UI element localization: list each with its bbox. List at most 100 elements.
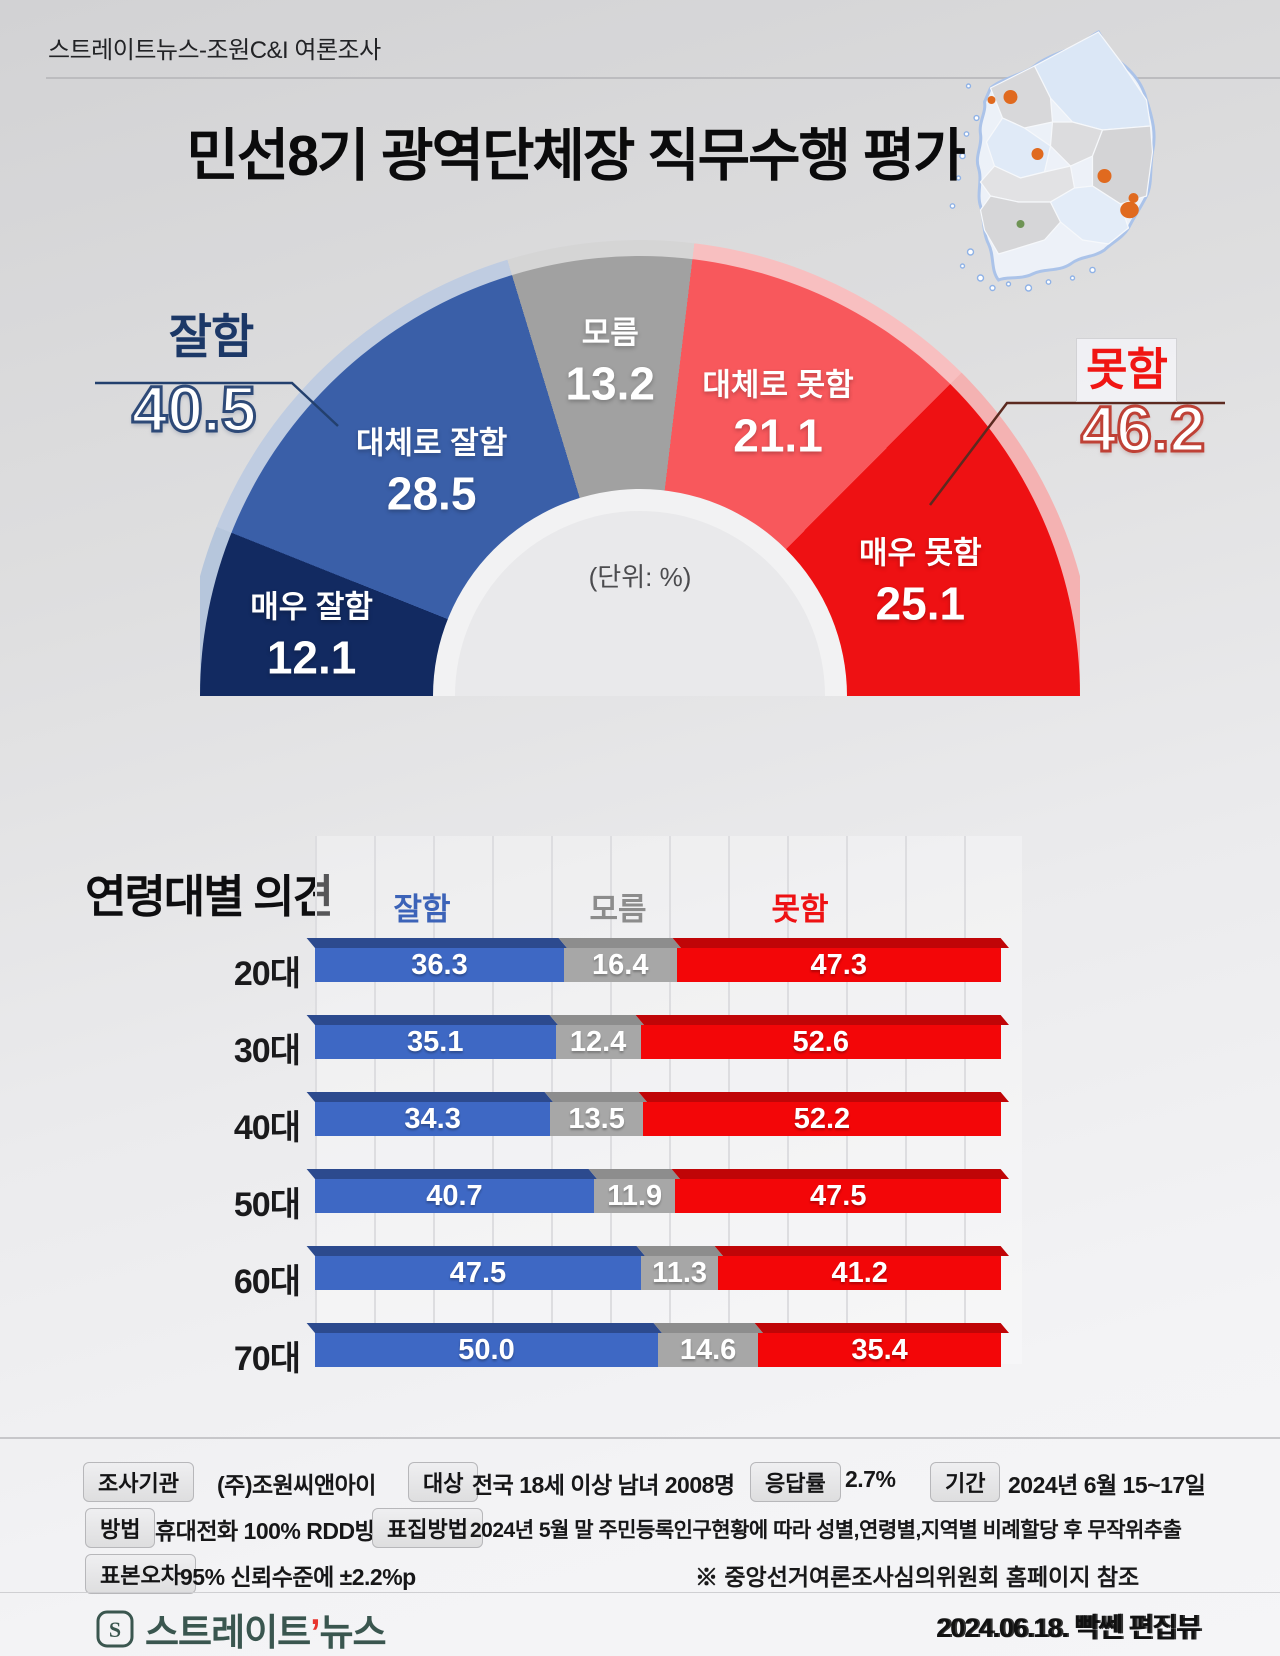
- gauge-segment-label: 대체로 잘함 28.5: [356, 418, 507, 521]
- age-category-label: 50대: [233, 1186, 301, 1224]
- footer-divider: [0, 1437, 1280, 1439]
- bar-top-bevel: [306, 1015, 1009, 1025]
- field-value-period: 2024년 6월 15~17일: [1008, 1472, 1206, 1498]
- bar-segment-못함: 52.2: [642, 1102, 1001, 1136]
- age-row-30대: 30대 35.1 12.4 52.6: [120, 1015, 1020, 1070]
- bar-bevel-segment: [306, 1092, 554, 1102]
- bar-bevel-segment: [544, 1092, 647, 1102]
- bar-bevel-segment: [549, 1015, 645, 1025]
- bar-segment-못함: 47.5: [675, 1179, 1001, 1213]
- bar-top-bevel: [306, 1092, 1009, 1102]
- field-label-error: 표본오차: [85, 1554, 196, 1594]
- segment-name: 대체로 못함: [702, 367, 854, 403]
- age-row-70대: 70대 50.0 14.6 35.4: [120, 1323, 1020, 1378]
- stacked-bar: 47.5 11.3 41.2: [306, 1246, 1009, 1290]
- gauge-segment-label: 모름 13.2: [565, 307, 655, 410]
- age-chart-title: 연령대별 의견: [85, 871, 334, 922]
- gauge-segment-label: 매우 못함 25.1: [859, 528, 982, 631]
- bottom-divider: [0, 1592, 1280, 1593]
- bar-top-bevel: [306, 1246, 1009, 1256]
- field-value-target: 전국 18세 이상 남녀 2008명: [472, 1472, 735, 1498]
- gauge-segment-label: 대체로 못함 21.1: [702, 359, 853, 462]
- field-label-agency: 조사기관: [83, 1462, 194, 1502]
- straightnews-logo: S 스트레이트’뉴스: [95, 1602, 387, 1656]
- bar-segment-못함: 47.3: [676, 948, 1001, 982]
- bar-bevel-segment: [714, 1246, 1009, 1256]
- stacked-bar: 36.3 16.4 47.3: [306, 938, 1009, 982]
- logo-text: 스트레이트’뉴스: [145, 1602, 387, 1656]
- field-value-sampling: 2024년 5월 말 주민등록인구현황에 따라 성별,연령별,지역별 비례할당 …: [470, 1519, 1182, 1542]
- bar-segment-못함: 35.4: [758, 1333, 1001, 1367]
- bar-segment-잘함: 47.5: [315, 1256, 641, 1290]
- segment-value: 25.1: [875, 577, 966, 630]
- bar-bevel-segment: [306, 1169, 598, 1179]
- age-row-20대: 20대 36.3 16.4 47.3: [120, 938, 1020, 993]
- field-label-method: 방법: [85, 1508, 156, 1548]
- bar-segment-못함: 52.6: [640, 1025, 1001, 1059]
- field-label-sampling: 표집방법: [372, 1508, 483, 1548]
- bar-bevel-segment: [558, 938, 681, 948]
- age-row-40대: 40대 34.3 13.5 52.2: [120, 1092, 1020, 1147]
- footer-note: ※ 중앙선거여론조사심의위원회 홈페이지 참조: [695, 1564, 1140, 1590]
- bar-segment-모름: 16.4: [564, 948, 677, 982]
- series-header-good: 잘함: [393, 892, 451, 927]
- bar-segment-잘함: 36.3: [315, 948, 565, 982]
- age-row-50대: 50대 40.7 11.9 47.5: [120, 1169, 1020, 1224]
- field-label-period: 기간: [930, 1462, 1001, 1502]
- age-category-label: 30대: [233, 1032, 301, 1070]
- field-value-agency: (주)조원씨앤아이: [217, 1472, 376, 1498]
- bar-segment-모름: 11.3: [640, 1256, 719, 1290]
- bar-segment-잘함: 50.0: [315, 1333, 658, 1367]
- logo-text-main: 스트레이트: [145, 1612, 311, 1653]
- bar-bevel-segment: [306, 1246, 645, 1256]
- field-value-method: 휴대전화 100% RDD방식: [155, 1518, 396, 1544]
- field-label-target: 대상: [408, 1462, 479, 1502]
- segment-value: 13.2: [565, 357, 655, 409]
- bar-bevel-segment: [638, 1092, 1009, 1102]
- bar-segment-모름: 13.5: [550, 1102, 643, 1136]
- age-category-label: 20대: [233, 955, 301, 993]
- age-row-60대: 60대 47.5 11.3 41.2: [120, 1246, 1020, 1301]
- stacked-bar: 35.1 12.4 52.6: [306, 1015, 1009, 1059]
- bar-segment-잘함: 35.1: [315, 1025, 556, 1059]
- segment-value: 12.1: [266, 631, 357, 684]
- svg-text:S: S: [109, 1617, 121, 1642]
- map-provinces: [979, 31, 1154, 255]
- field-value-error: 95% 신뢰수준에 ±2.2%p: [180, 1564, 416, 1590]
- bar-bevel-segment: [306, 938, 567, 948]
- bar-bevel-segment: [672, 938, 1009, 948]
- map-city-green: [1016, 220, 1025, 228]
- credit-text: 2024.06.18. 빡쎈 편집뷰: [936, 1613, 1201, 1643]
- segment-name: 대체로 잘함: [356, 425, 508, 461]
- stacked-bar: 50.0 14.6 35.4: [306, 1323, 1009, 1367]
- bar-top-bevel: [306, 1323, 1009, 1333]
- age-category-label: 60대: [233, 1263, 301, 1301]
- series-header-bad: 못함: [771, 892, 829, 927]
- source-label: 스트레이트뉴스-조원C&I 여론조사: [48, 37, 381, 64]
- bar-top-bevel: [306, 1169, 1010, 1179]
- bar-bevel-segment: [754, 1323, 1009, 1333]
- logo-apostrophe: ’: [310, 1612, 320, 1653]
- series-header-neutral: 모름: [589, 892, 647, 927]
- field-label-response: 응답률: [750, 1462, 841, 1502]
- bar-segment-모름: 12.4: [555, 1025, 641, 1059]
- segment-value: 21.1: [733, 409, 823, 462]
- bar-segment-잘함: 40.7: [315, 1179, 594, 1213]
- bar-segment-모름: 14.6: [658, 1333, 759, 1367]
- age-category-label: 70대: [233, 1340, 301, 1378]
- age-category-label: 40대: [233, 1109, 301, 1147]
- bar-segment-모름: 11.9: [593, 1179, 676, 1213]
- field-value-response: 2.7%: [845, 1466, 896, 1492]
- gauge-chart: (단위: %) 매우 잘함 12.1 대체로 잘함 28.5 모름 13.2 대체로 못함 2…: [200, 239, 1080, 696]
- good-total-value: 40.5: [130, 372, 258, 447]
- bar-bevel-segment: [635, 1015, 1009, 1025]
- stacked-bar: 34.3 13.5 52.2: [306, 1092, 1009, 1136]
- stacked-bar: 40.7 11.9 47.5: [306, 1169, 1010, 1213]
- bar-top-bevel: [306, 938, 1009, 948]
- gauge-unit-label: (단위: %): [588, 562, 692, 592]
- bar-bevel-segment: [671, 1169, 1010, 1179]
- header-divider: [46, 77, 1280, 79]
- segment-value: 28.5: [386, 467, 477, 520]
- bar-bevel-segment: [653, 1323, 764, 1333]
